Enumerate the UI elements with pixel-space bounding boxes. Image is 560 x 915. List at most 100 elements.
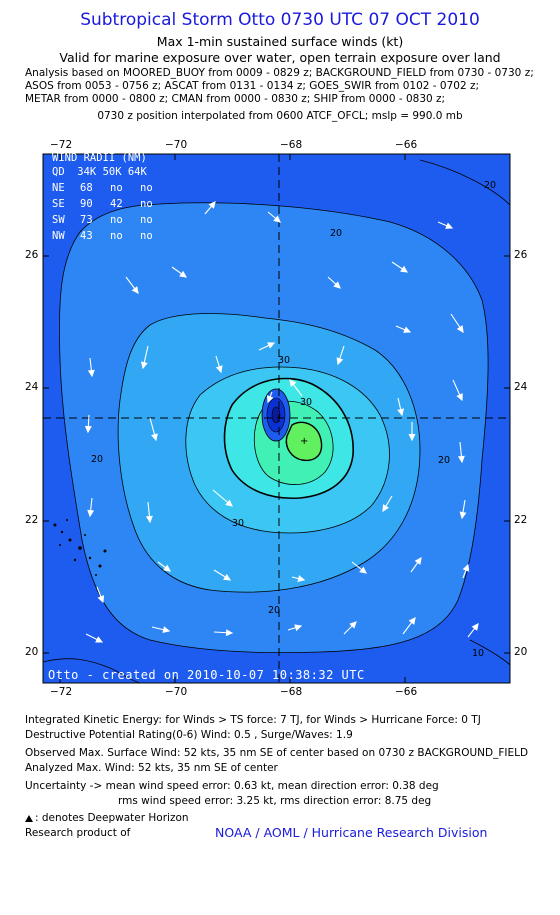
wind-vector-head	[333, 281, 341, 289]
land-outline	[43, 658, 141, 683]
wind-vector-head	[457, 455, 465, 464]
field-45kt	[285, 421, 323, 462]
lon-tick-label: −70	[165, 686, 188, 698]
wind-vector-head	[163, 564, 172, 572]
wind-vector-head	[289, 378, 297, 387]
radii-34k: 43	[80, 230, 93, 242]
wind-vector-head	[297, 575, 306, 582]
contour-line	[469, 639, 510, 666]
dpr-line: Destructive Potential Rating(0-6) Wind: …	[25, 729, 353, 741]
radii-34k: 68	[80, 182, 93, 194]
dwh-legend: : denotes Deepwater Horizon	[25, 812, 189, 824]
wind-vector-head	[471, 622, 479, 631]
wind-vector-head	[140, 361, 148, 370]
noaa-credit-link[interactable]: NOAA / AOML / Hurricane Research Divisio…	[215, 825, 488, 840]
max-wind-marker: +	[300, 436, 308, 447]
wind-vectors	[84, 201, 479, 643]
radii-64k: no	[140, 214, 153, 226]
wind-vector-head	[408, 616, 416, 625]
wind-vector-head	[179, 270, 188, 278]
wind-vector-head	[215, 365, 223, 374]
wind-radii-row: NE 68 no no	[52, 182, 153, 194]
wind-vector-head	[87, 369, 95, 378]
wind-vector-head	[267, 342, 276, 349]
uncertainty-rms-line: rms wind speed error: 3.25 kt, rms direc…	[118, 795, 432, 807]
radii-50k: no	[110, 182, 123, 194]
lon-tick-label: −68	[280, 139, 303, 151]
wind-vector-head	[225, 629, 234, 637]
lon-tick-label: −68	[280, 686, 303, 698]
radii-quadrant: NE	[52, 182, 65, 194]
wind-field: + 20 20 20 20 30 30 30 10 20	[43, 154, 510, 683]
radii-50k: no	[110, 230, 123, 242]
wind-vector-head	[459, 511, 467, 520]
radii-64k: no	[140, 182, 153, 194]
radii-50k: 42	[110, 198, 123, 210]
lon-tick-label: −72	[50, 686, 73, 698]
radii-64k: no	[140, 230, 153, 242]
radii-64k: no	[140, 198, 153, 210]
analysis-line: ASOS from 0053 - 0756 z; ASCAT from 0131…	[25, 80, 480, 92]
radii-quadrant: SW	[52, 214, 65, 226]
wind-vector-head	[359, 566, 367, 574]
lon-tick-label: −66	[395, 139, 418, 151]
wind-vector-head	[162, 626, 171, 634]
wind-vector-head	[397, 408, 405, 417]
lat-tick-label: 22	[25, 514, 39, 526]
ike-line: Integrated Kinetic Energy: for Winds > T…	[25, 714, 481, 726]
wind-vector-head	[145, 515, 153, 524]
radii-34k: 90	[80, 198, 93, 210]
wind-radii-header: WIND RADII (NM)	[52, 152, 147, 164]
wind-vector-head	[273, 215, 281, 223]
lat-tick-label: 20	[514, 646, 528, 658]
wind-vector-head	[266, 395, 274, 404]
wind-vector-head	[456, 393, 463, 402]
islands	[53, 519, 107, 576]
dwh-legend-text: : denotes Deepwater Horizon	[35, 812, 189, 824]
contour-label: 10	[472, 648, 484, 659]
wind-vector-head	[208, 201, 216, 209]
map-title: Subtropical Storm Otto 0730 UTC 07 OCT 2…	[80, 10, 480, 30]
lon-tick-label: −70	[165, 139, 188, 151]
radii-34k: 73	[80, 214, 93, 226]
lon-tick-label: −66	[395, 686, 418, 698]
lat-tick-label: 24	[25, 381, 39, 393]
map-subtitle-1: Max 1-min sustained surface winds (kt)	[156, 34, 404, 49]
lat-tick-label: 26	[514, 249, 528, 261]
position-line: 0730 z position interpolated from 0600 A…	[97, 110, 463, 122]
contour-label: 30	[278, 355, 290, 366]
uncertainty-line: Uncertainty -> mean wind speed error: 0.…	[25, 780, 439, 792]
contour-label: 30	[232, 518, 244, 529]
analysis-sources: Analysis based on MOORED_BUOY from 0009 …	[25, 67, 560, 106]
wind-vector-head	[294, 624, 303, 632]
wind-vector-head	[400, 265, 409, 273]
lat-tick-label: 22	[514, 514, 528, 526]
wind-vector-head	[151, 433, 158, 442]
wind-radii-columns: QD 34K 50K 64K	[52, 166, 147, 178]
axis-ticks	[43, 154, 510, 683]
map-subtitle-2: Valid for marine exposure over water, op…	[59, 50, 501, 65]
lat-tick-label: 24	[514, 381, 528, 393]
wind-vector-head	[87, 509, 95, 518]
wind-vector-head	[462, 563, 470, 572]
wind-vector-head	[445, 222, 454, 229]
wind-vector-head	[97, 595, 105, 604]
low-wind-center-core	[271, 406, 281, 424]
wind-vector-head	[225, 499, 233, 507]
contour-label: 20	[330, 228, 342, 239]
lat-tick-label: 20	[25, 646, 39, 658]
contour-label: 20	[268, 605, 280, 616]
wind-vector-head	[223, 573, 232, 581]
wind-vector-head	[84, 425, 92, 434]
radii-quadrant: SE	[52, 198, 65, 210]
contour-line	[419, 159, 510, 206]
wind-radii-row: NW 43 no no	[52, 230, 153, 242]
wind-vector-head	[408, 434, 416, 442]
creation-watermark: Otto - created on 2010-10-07 10:38:32 UT…	[48, 668, 365, 682]
wind-vector-head	[349, 621, 357, 629]
wind-vector-head	[414, 556, 422, 565]
analysis-line: METAR from 0000 - 0800 z; CMAN from 0000…	[25, 93, 446, 105]
contour-label: 30	[300, 397, 312, 408]
contour-label: 20	[484, 180, 496, 191]
